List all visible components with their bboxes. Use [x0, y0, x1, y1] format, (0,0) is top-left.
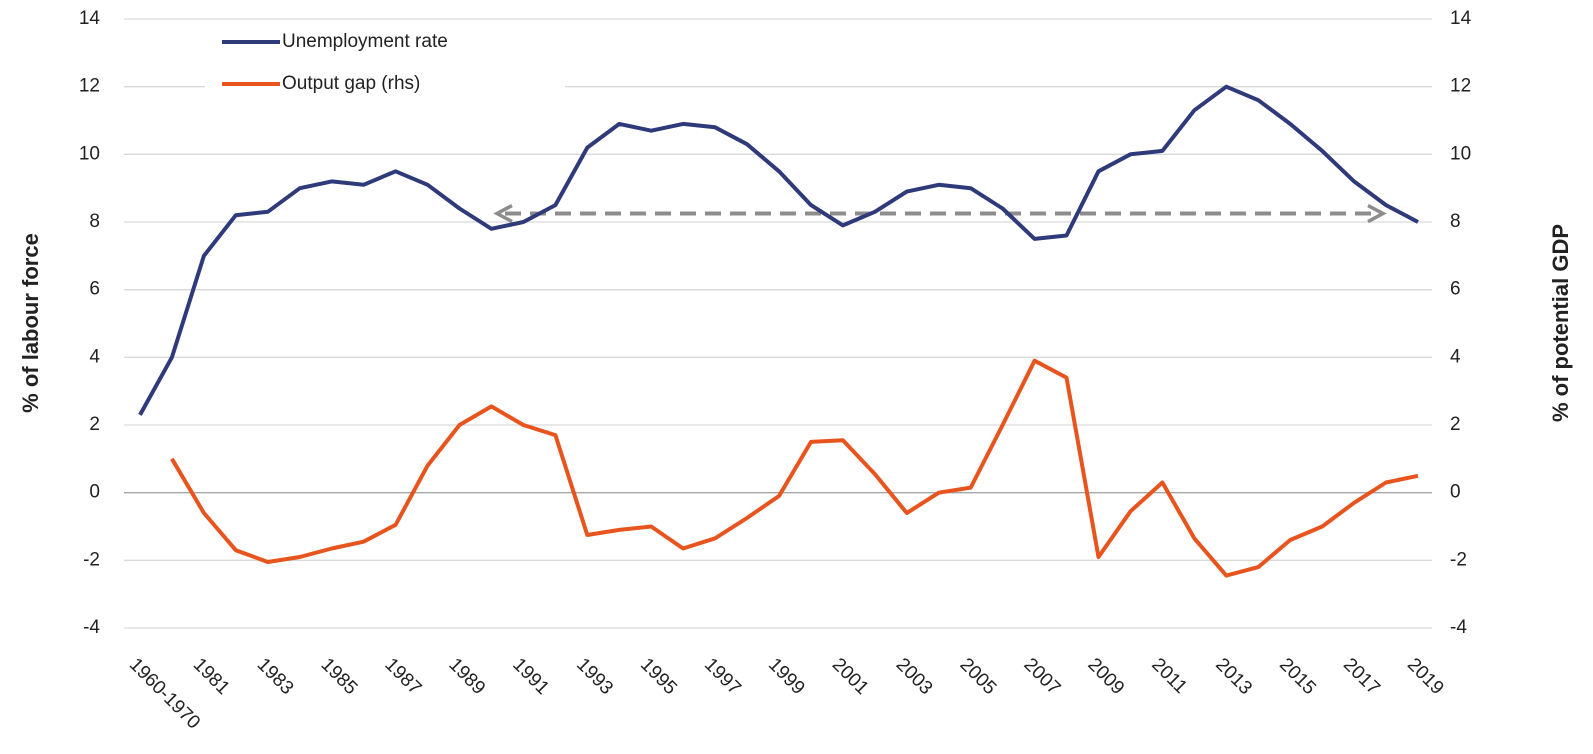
- arrow-head: [493, 203, 513, 224]
- y-tick-label: 8: [89, 211, 100, 232]
- y-tick-label: 14: [79, 8, 101, 29]
- x-tick-label: 2017: [1339, 654, 1384, 699]
- y-tick-label: 4: [89, 346, 100, 367]
- x-tick-label: 1997: [700, 654, 745, 699]
- x-tick-label: 2007: [1020, 654, 1065, 699]
- y2-tick-label: 8: [1450, 211, 1461, 232]
- y-tick-label: 12: [79, 76, 100, 97]
- y-tick-label: 2: [89, 414, 100, 435]
- x-tick-label: 1989: [444, 654, 489, 699]
- y2-tick-label: -2: [1450, 549, 1467, 570]
- x-tick-label: 2015: [1275, 654, 1320, 699]
- y-axis-title: % of labour force: [18, 233, 43, 413]
- series-line: [170, 358, 1419, 578]
- y2-axis-title: % of potential GDP: [1548, 224, 1573, 422]
- x-tick-label: 1985: [317, 654, 362, 699]
- y-tick-label: -2: [83, 549, 100, 570]
- x-tick-label: 2005: [956, 654, 1001, 699]
- x-tick-label: 2019: [1403, 654, 1448, 699]
- x-tick-label: 1995: [636, 654, 681, 699]
- x-tick-label: 2003: [892, 654, 937, 699]
- y-tick-label: 0: [89, 482, 100, 503]
- y-tick-label: -4: [83, 617, 100, 638]
- legend-label: Unemployment rate: [282, 31, 448, 52]
- y2-tick-label: 4: [1450, 346, 1461, 367]
- x-tick-label: 1981: [189, 654, 234, 699]
- y2-tick-label: 10: [1450, 143, 1471, 164]
- x-tick-label: 1993: [572, 654, 617, 699]
- arrow-head: [1367, 203, 1387, 224]
- y-tick-label: 10: [79, 143, 100, 164]
- x-tick-label: 1987: [381, 654, 426, 699]
- y2-tick-label: 0: [1450, 482, 1461, 503]
- legend-background: [205, 24, 565, 104]
- x-tick-label: 1991: [508, 654, 553, 699]
- y-tick-label: 6: [89, 279, 100, 300]
- x-tick-label: 2013: [1211, 654, 1256, 699]
- y2-tick-label: 14: [1450, 8, 1472, 29]
- y2-tick-label: -4: [1450, 617, 1467, 638]
- x-tick-label: 1983: [253, 654, 298, 699]
- x-tick-label: 2011: [1147, 654, 1191, 698]
- x-tick-label: 1999: [764, 654, 809, 699]
- x-tick-label: 2001: [828, 654, 873, 699]
- x-tick-label: 2009: [1083, 654, 1128, 699]
- y2-tick-label: 6: [1450, 279, 1461, 300]
- series-line: [138, 84, 1419, 416]
- y2-tick-label: 2: [1450, 414, 1461, 435]
- legend-label: Output gap (rhs): [282, 73, 420, 94]
- y2-tick-label: 12: [1450, 76, 1471, 97]
